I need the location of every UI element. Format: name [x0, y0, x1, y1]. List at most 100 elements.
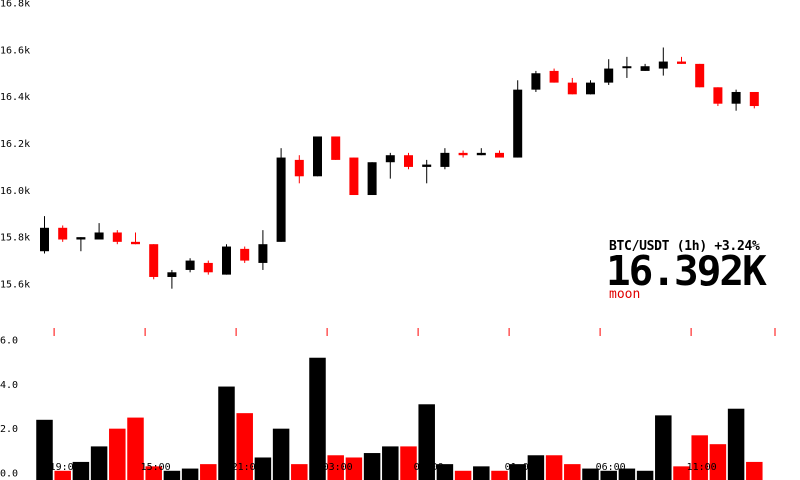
candle [203, 260, 213, 275]
candle-body [240, 248, 250, 261]
volume-bar [509, 464, 526, 480]
candle [476, 148, 486, 156]
price-tick-label: 16.4k [0, 92, 30, 103]
time-tick-label: 19:00 [50, 462, 80, 473]
candle [258, 230, 268, 270]
volume-bar [418, 404, 435, 480]
candle [586, 80, 595, 95]
candle-body [622, 66, 632, 69]
volume-bar [363, 453, 381, 480]
time-tick-label: 03:00 [323, 462, 353, 473]
candle-body [404, 155, 413, 167]
volume-bar [236, 413, 253, 480]
status-label: moon [609, 287, 641, 302]
volume-bar [109, 428, 126, 480]
volume-bar [72, 461, 90, 480]
candle [749, 91, 759, 109]
volume-bar [309, 357, 326, 480]
candle-body [40, 227, 49, 252]
candle [604, 59, 614, 85]
candle [404, 152, 413, 170]
volume-tick-label: 0.0 [0, 469, 18, 480]
candles-layer [40, 47, 759, 289]
candle [622, 56, 632, 78]
candle [731, 89, 741, 111]
candle-body [294, 159, 304, 177]
candle-body [440, 152, 450, 167]
volume-bar [127, 417, 144, 480]
candle-body [677, 61, 686, 64]
candle [677, 56, 686, 64]
candle-body [185, 260, 195, 270]
candle-body [112, 232, 122, 242]
volume-axis: 0.0 2.0 4.0 6.0 [0, 336, 18, 480]
candle-body [549, 70, 559, 83]
time-ticks [53, 328, 776, 336]
candle-body [531, 73, 541, 90]
price-tick-label: 16.8k [0, 0, 30, 10]
volume-bar [327, 455, 344, 480]
volume-bar [218, 386, 235, 480]
candle-body [695, 63, 705, 88]
candle [40, 216, 49, 254]
candle [567, 77, 577, 95]
candle-body [658, 61, 668, 69]
time-tick-label: 15:00 [141, 462, 171, 473]
candle-body [640, 66, 650, 71]
volume-bar [90, 446, 108, 480]
volume-bar [746, 461, 763, 480]
candle [422, 159, 432, 184]
candle [313, 136, 322, 177]
time-tick-label: 11:00 [687, 462, 717, 473]
candle-body [604, 68, 614, 83]
candle [549, 68, 559, 83]
volume-bar [145, 466, 162, 480]
candle [331, 136, 341, 160]
candle [185, 258, 195, 273]
volume-bar [564, 464, 581, 480]
volume-bar [163, 470, 181, 480]
candle [349, 157, 359, 196]
volume-bar [709, 444, 727, 480]
time-tick-label: 21:00 [232, 462, 262, 473]
time-tick-label: 06:00 [596, 462, 626, 473]
volume-bar [345, 457, 363, 480]
time-tick-label: 01:00 [505, 462, 535, 473]
volume-bar [473, 466, 490, 480]
volume-bar [454, 470, 472, 480]
volume-tick-label: 6.0 [0, 336, 18, 347]
volume-bar [691, 435, 708, 480]
candle [294, 155, 304, 184]
price-tick-label: 16.6k [0, 45, 30, 56]
volume-tick-label: 4.0 [0, 380, 18, 391]
volume-bar [636, 470, 654, 480]
candle-body [349, 157, 359, 196]
candle [240, 246, 250, 263]
price-tick-label: 16.2k [0, 139, 30, 150]
volume-bar [436, 464, 454, 480]
candle [458, 150, 468, 158]
volume-bar [727, 408, 745, 480]
candle [531, 70, 541, 92]
volume-bar [181, 468, 199, 480]
volume-bar [527, 455, 545, 480]
candle [367, 162, 377, 196]
price-tick-label: 15.8k [0, 233, 30, 244]
candle [640, 63, 650, 71]
ticker-title: BTC/USDT (1h) +3.24% [609, 239, 760, 254]
candle-body [76, 237, 86, 240]
volume-bar [673, 466, 690, 480]
time-axis-labels: 19:00 15:00 21:00 03:00 09:00 01:00 06:00 11:00 [50, 462, 717, 473]
candle-body [713, 87, 723, 104]
candle-body [331, 136, 341, 160]
volume-bar [382, 446, 399, 480]
volume-bar [36, 419, 53, 480]
candle-body [731, 91, 741, 104]
volume-bar [600, 470, 617, 480]
volume-bar [545, 455, 563, 480]
candle [149, 244, 159, 280]
candle-body [167, 272, 177, 277]
candle-body [222, 246, 231, 275]
candle-body [313, 136, 322, 177]
